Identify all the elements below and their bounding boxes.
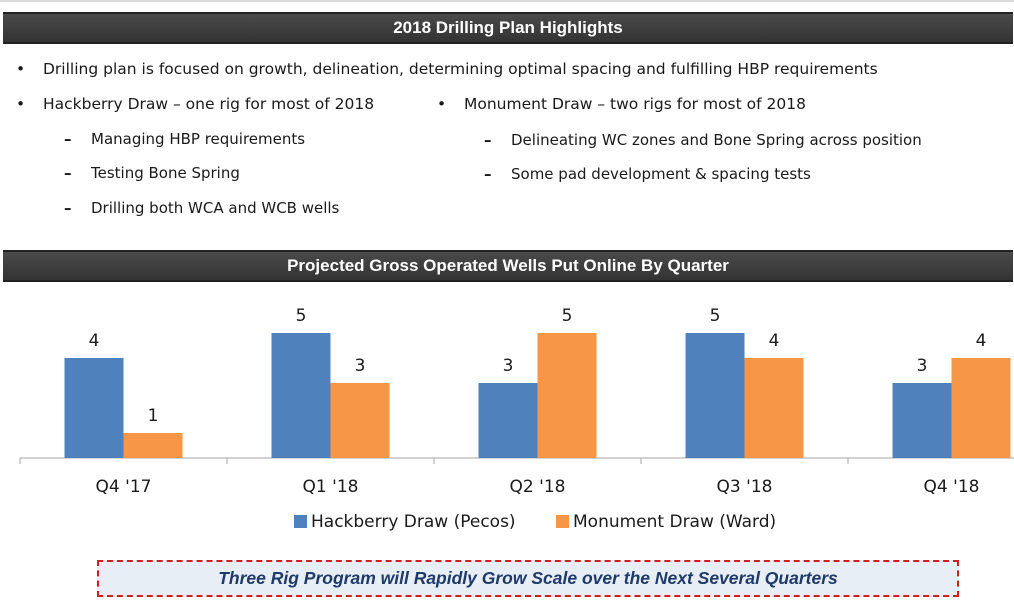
bar-hackberry-2: [478, 383, 538, 458]
hackberry-sub-text: Testing Bone Spring: [91, 164, 240, 182]
legend-swatch-monument: [556, 515, 569, 528]
x-tick-label: Q4 '18: [924, 477, 980, 497]
data-label-hackberry-0: 4: [89, 331, 100, 351]
monument-sub-text: Some pad development & spacing tests: [511, 165, 811, 183]
bar-monument-0: [123, 433, 183, 458]
chart-header: Projected Gross Operated Wells Put Onlin…: [3, 250, 1013, 282]
data-label-monument-4: 4: [976, 331, 987, 351]
data-label-hackberry-1: 5: [296, 306, 307, 326]
hackberry-sub-text: Drilling both WCA and WCB wells: [91, 199, 340, 217]
highlights-header: 2018 Drilling Plan Highlights: [3, 12, 1013, 44]
bar-hackberry-1: [271, 333, 331, 458]
dash-glyph: –: [484, 165, 492, 183]
monument-sub-text: Delineating WC zones and Bone Spring acr…: [511, 131, 922, 149]
x-tick-label: Q2 '18: [510, 477, 566, 497]
dash-glyph: –: [484, 131, 492, 149]
top-rule: [0, 0, 1014, 2]
bullet-main-text: Drilling plan is focused on growth, deli…: [43, 60, 878, 78]
dash-glyph: –: [64, 199, 72, 217]
data-label-monument-3: 4: [769, 331, 780, 351]
bar-hackberry-3: [685, 333, 745, 458]
legend-item-monument: Monument Draw (Ward): [556, 512, 776, 532]
x-tick-label: Q3 '18: [717, 477, 773, 497]
legend-item-hackberry: Hackberry Draw (Pecos): [294, 512, 516, 532]
legend-label-hackberry: Hackberry Draw (Pecos): [311, 512, 516, 532]
chart-legend: Hackberry Draw (Pecos) Monument Draw (Wa…: [0, 512, 1014, 538]
bullet-monument-text: Monument Draw – two rigs for most of 201…: [464, 95, 806, 113]
data-label-hackberry-2: 3: [503, 356, 514, 376]
legend-label-monument: Monument Draw (Ward): [573, 512, 777, 532]
dash-glyph: –: [64, 164, 72, 182]
bullet-glyph: •: [437, 95, 447, 113]
bar-monument-3: [744, 358, 804, 458]
summary-banner: Three Rig Program will Rapidly Grow Scal…: [97, 560, 959, 597]
data-label-hackberry-3: 5: [710, 306, 721, 326]
x-tick-label: Q4 '17: [96, 477, 152, 497]
bar-monument-4: [951, 358, 1011, 458]
hackberry-sub-text: Managing HBP requirements: [91, 130, 306, 148]
bar-monument-1: [330, 383, 390, 458]
x-tick-label: Q1 '18: [303, 477, 359, 497]
legend-swatch-hackberry: [294, 515, 307, 528]
bar-hackberry-4: [892, 383, 952, 458]
dash-glyph: –: [64, 130, 72, 148]
bar-chart: 4 1 Q4 '17 5 3 Q1 '18 3 5 Q2 '18 5 4 Q3 '18 3 4 Q4 '18: [19, 306, 1014, 497]
bullet-glyph: •: [16, 60, 26, 78]
data-label-monument-0: 1: [148, 406, 159, 426]
bullet-glyph: •: [16, 95, 26, 113]
data-label-monument-2: 5: [562, 306, 573, 326]
bar-hackberry-0: [64, 358, 124, 458]
data-label-hackberry-4: 3: [917, 356, 928, 376]
bar-monument-2: [537, 333, 597, 458]
bullet-hackberry-text: Hackberry Draw – one rig for most of 201…: [43, 95, 375, 113]
data-label-monument-1: 3: [355, 356, 366, 376]
